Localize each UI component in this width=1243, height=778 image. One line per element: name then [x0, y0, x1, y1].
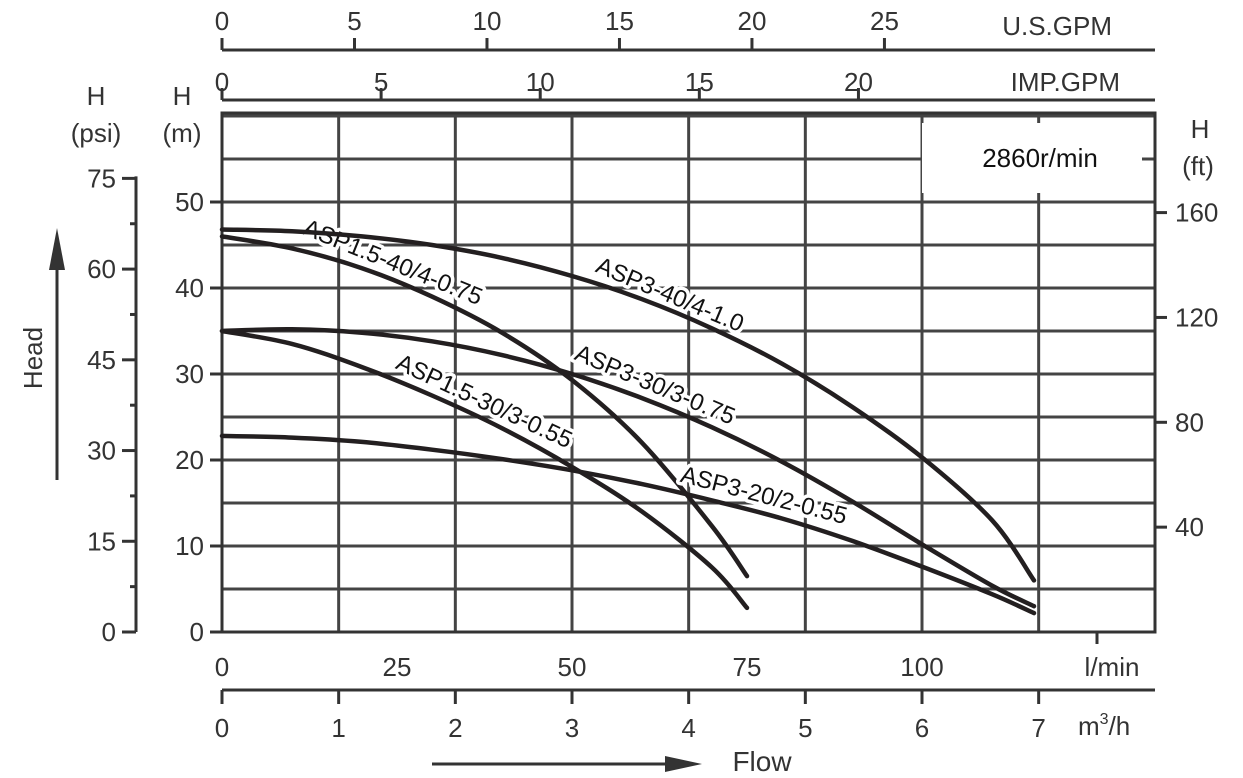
x-tick-label-m3h: 0 — [215, 713, 229, 743]
series-line — [219, 227, 1037, 583]
series-line — [219, 328, 750, 611]
x-tick-label-usgpm: 5 — [347, 6, 361, 36]
series-line — [219, 327, 1037, 609]
x-tick-label-usgpm: 25 — [870, 6, 899, 36]
flow-label: Flow — [732, 746, 792, 777]
y-tick-label-psi: 45 — [87, 345, 116, 375]
x-tick-label-lmin: 25 — [383, 652, 412, 682]
x-tick-label-m3h: 7 — [1031, 713, 1045, 743]
x-tick-label-usgpm: 15 — [605, 6, 634, 36]
lmin-label: l/min — [1085, 652, 1140, 682]
flow-arrow-icon — [665, 756, 702, 772]
psi-axis-title: H — [87, 81, 106, 111]
x-tick-label-impgpm: 5 — [374, 67, 388, 97]
y-tick-label-m: 20 — [175, 445, 204, 475]
speed-label-box — [922, 123, 1142, 193]
y-tick-label-ft: 120 — [1175, 302, 1218, 332]
x-tick-label-m3h: 3 — [565, 713, 579, 743]
curves: ASP1.5-40/4-0.75ASP1.5-30/3-0.55ASP3-40/… — [219, 211, 1037, 616]
x-tick-label-lmin: 0 — [215, 652, 229, 682]
series-label: ASP1.5-40/4-0.75 — [299, 214, 486, 311]
y-tick-label-ft: 160 — [1175, 198, 1218, 228]
grid — [222, 113, 1155, 632]
x-tick-label-m3h: 2 — [448, 713, 462, 743]
psi-axis-unit: (psi) — [71, 118, 122, 148]
x-tick-label-impgpm: 0 — [215, 67, 229, 97]
x-tick-label-impgpm: 15 — [685, 67, 714, 97]
m-axis-unit: (m) — [163, 118, 202, 148]
x-tick-label-lmin: 100 — [900, 652, 943, 682]
x-tick-label-usgpm: 10 — [473, 6, 502, 36]
y-tick-label-m: 0 — [190, 617, 204, 647]
x-tick-label-usgpm: 0 — [215, 6, 229, 36]
usgpm-label: U.S.GPM — [1002, 11, 1112, 41]
x-tick-label-usgpm: 20 — [737, 6, 766, 36]
head-label: Head — [18, 327, 48, 389]
y-tick-label-m: 30 — [175, 359, 204, 389]
y-tick-label-psi: 75 — [87, 163, 116, 193]
m3h-label: m3/h — [1078, 711, 1130, 741]
series-label: ASP3-40/4-1.0 — [592, 252, 748, 338]
y-tick-label-m: 50 — [175, 187, 204, 217]
ft-axis-unit: (ft) — [1182, 151, 1214, 181]
y-tick-label-psi: 60 — [87, 254, 116, 284]
ft-axis-title: H — [1191, 114, 1210, 144]
y-tick-label-ft: 40 — [1175, 512, 1204, 542]
m-axis-title: H — [173, 81, 192, 111]
x-tick-label-m3h: 4 — [681, 713, 695, 743]
y-tick-label-psi: 0 — [102, 617, 116, 647]
x-tick-label-impgpm: 10 — [526, 67, 555, 97]
y-tick-label-ft: 80 — [1175, 407, 1204, 437]
y-tick-label-psi: 30 — [87, 436, 116, 466]
series-label: ASP3-20/2-0.55 — [678, 461, 850, 530]
speed-label: 2860r/min — [982, 143, 1098, 173]
x-tick-label-lmin: 50 — [558, 652, 587, 682]
y-tick-label-m: 40 — [175, 273, 204, 303]
x-tick-label-impgpm: 20 — [844, 67, 873, 97]
x-tick-label-m3h: 1 — [331, 713, 345, 743]
y-tick-label-m: 10 — [175, 531, 204, 561]
x-tick-label-m3h: 6 — [915, 713, 929, 743]
x-tick-label-m3h: 5 — [798, 713, 812, 743]
impgpm-label: IMP.GPM — [1011, 67, 1120, 97]
series-line — [219, 433, 1037, 616]
x-tick-label-lmin: 75 — [733, 652, 762, 682]
head-arrow-icon — [49, 228, 65, 270]
y-tick-label-psi: 15 — [87, 526, 116, 556]
